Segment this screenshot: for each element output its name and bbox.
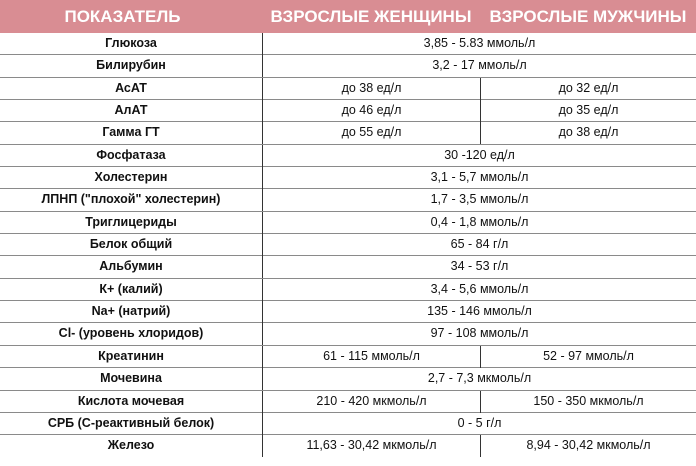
value-men: до 35 ед/л [480, 100, 696, 123]
indicator-name: АсАТ [115, 80, 147, 95]
table-row: Железо 11,63 - 30,42 мкмоль/л 8,94 - 30,42… [0, 435, 696, 458]
value-both: 3,4 - 5,6 ммоль/л [262, 278, 696, 301]
value-women: 11,63 - 30,42 мкмоль/л [262, 435, 480, 458]
value-both: 97 - 108 ммоль/л [262, 323, 696, 346]
value-men: 150 - 350 мкмоль/л [480, 390, 696, 413]
reference-table: Глюкоза 3,85 - 5.83 ммоль/л Билирубин 3,2 -… [0, 33, 696, 458]
value-men: 52 - 97 ммоль/л [480, 345, 696, 368]
indicator-name: Мочевина [100, 371, 162, 386]
value-both: 3,1 - 5,7 ммоль/л [262, 167, 696, 190]
table-row: Na+ (натрий) 135 - 146 ммоль/л [0, 301, 696, 324]
table-row: Глюкоза 3,85 - 5.83 ммоль/л [0, 33, 696, 56]
value-both: 0 - 5 г/л [262, 412, 696, 435]
indicator-name: Креатинин [98, 348, 164, 363]
table-row: АлАТ до 46 ед/л до 35 ед/л [0, 100, 696, 123]
header-indicator: ПОКАЗАТЕЛЬ [64, 7, 181, 26]
value-both: 135 - 146 ммоль/л [262, 301, 696, 324]
table-row: Cl- (уровень хлоридов) 97 - 108 ммоль/л [0, 323, 696, 346]
value-men: 8,94 - 30,42 мкмоль/л [480, 435, 696, 458]
header-women: ВЗРОСЛЫЕ ЖЕНЩИНЫ [270, 7, 472, 26]
table-row: Триглицериды 0,4 - 1,8 ммоль/л [0, 211, 696, 235]
indicator-name: Альбумин [99, 259, 163, 274]
table-row: Холестерин 3,1 - 5,7 ммоль/л [0, 167, 696, 190]
indicator-name: Холестерин [94, 170, 168, 185]
table-row: Белок общий 65 - 84 г/л [0, 234, 696, 257]
value-men: до 38 ед/л [480, 122, 696, 145]
indicator-name: Железо [107, 438, 155, 453]
value-women: до 38 ед/л [262, 77, 480, 100]
value-both: 2,7 - 7,3 мкмоль/л [262, 368, 696, 391]
indicator-name: Гамма ГТ [102, 125, 160, 140]
indicator-name: Билирубин [96, 58, 166, 73]
table-row: ЛПНП ("плохой" холестерин) 1,7 - 3,5 ммол… [0, 189, 696, 212]
indicator-name: ЛПНП ("плохой" холестерин) [41, 192, 221, 207]
value-both: 34 - 53 г/л [262, 256, 696, 279]
table-row: Фосфатаза 30 -120 ед/л [0, 144, 696, 168]
table-row: К+ (калий) 3,4 - 5,6 ммоль/л [0, 278, 696, 302]
indicator-name: Триглицериды [85, 214, 177, 229]
value-both: 65 - 84 г/л [262, 234, 696, 257]
table-row: Кислота мочевая 210 - 420 мкмоль/л 150 - 3… [0, 390, 696, 413]
value-both: 3,85 - 5.83 ммоль/л [262, 33, 696, 55]
table-row: Креатинин 61 - 115 ммоль/л 52 - 97 ммоль/л [0, 345, 696, 369]
indicator-name: Кислота мочевая [77, 393, 185, 408]
table-row: АсАТ до 38 ед/л до 32 ед/л [0, 77, 696, 101]
indicator-name: Белок общий [89, 237, 173, 252]
indicator-name: Cl- (уровень хлоридов) [58, 326, 204, 341]
value-both: 3,2 - 17 ммоль/л [262, 55, 696, 78]
value-women: до 46 ед/л [262, 100, 480, 123]
table-row: Гамма ГТ до 55 ед/л до 38 ед/л [0, 122, 696, 145]
header-men: ВЗРОСЛЫЕ МУЖЧИНЫ [489, 7, 687, 26]
value-both: 30 -120 ед/л [262, 144, 696, 167]
indicator-name: К+ (калий) [99, 281, 163, 296]
value-both: 0,4 - 1,8 ммоль/л [262, 211, 696, 234]
value-women: 61 - 115 ммоль/л [262, 345, 480, 368]
value-both: 1,7 - 3,5 ммоль/л [262, 189, 696, 212]
table-row: Альбумин 34 - 53 г/л [0, 256, 696, 279]
table-row: СРБ (С-реактивный белок) 0 - 5 г/л [0, 412, 696, 436]
indicator-name: Na+ (натрий) [91, 304, 171, 319]
table-row: Мочевина 2,7 - 7,3 мкмоль/л [0, 368, 696, 391]
indicator-name: АлАТ [114, 103, 148, 118]
indicator-name: СРБ (С-реактивный белок) [47, 415, 215, 430]
table-header: ПОКАЗАТЕЛЬ ВЗРОСЛЫЕ ЖЕНЩИНЫ ВЗРОСЛЫЕ МУЖ… [0, 0, 696, 33]
value-women: до 55 ед/л [262, 122, 480, 145]
table-row: Билирубин 3,2 - 17 ммоль/л [0, 55, 696, 78]
indicator-name: Глюкоза [105, 36, 157, 50]
value-men: до 32 ед/л [480, 77, 696, 100]
indicator-name: Фосфатаза [96, 147, 166, 162]
value-women: 210 - 420 мкмоль/л [262, 390, 480, 413]
